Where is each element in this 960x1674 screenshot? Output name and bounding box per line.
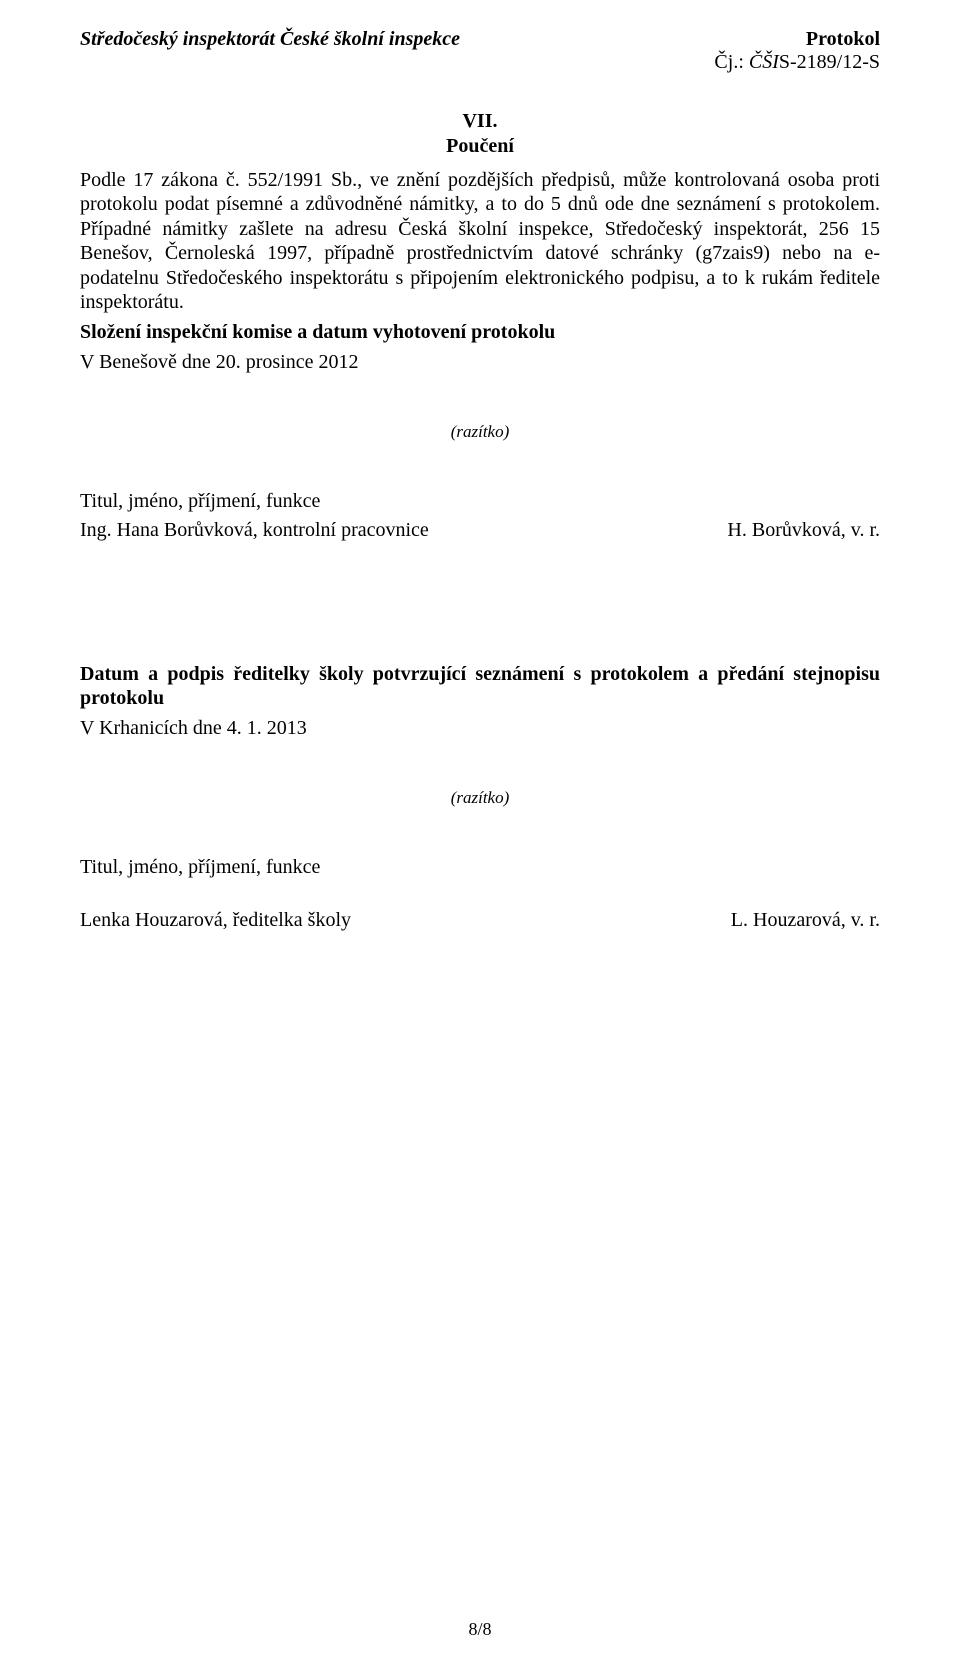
header-left: Středočeský inspektorát České školní ins… bbox=[80, 28, 460, 51]
header-reference: Čj.: ČŠIS-2189/12-S bbox=[714, 51, 880, 74]
razitko-1: (razítko) bbox=[80, 422, 880, 442]
header: Středočeský inspektorát České školní ins… bbox=[80, 28, 880, 74]
date-vyhotoveni: V Benešově dne 20. prosince 2012 bbox=[80, 351, 880, 374]
signatory-1-left: Ing. Hana Borůvková, kontrolní pracovnic… bbox=[80, 519, 429, 542]
signatory-1-right: H. Borůvková, v. r. bbox=[727, 519, 880, 542]
date-seznameni: V Krhanicích dne 4. 1. 2013 bbox=[80, 717, 880, 740]
razitko-2: (razítko) bbox=[80, 788, 880, 808]
signature-caption-1: Titul, jméno, příjmení, funkce bbox=[80, 490, 880, 513]
header-protokol: Protokol bbox=[714, 28, 880, 51]
spacer bbox=[80, 885, 880, 903]
signature-row-1: Ing. Hana Borůvková, kontrolní pracovnic… bbox=[80, 519, 880, 542]
spacer bbox=[80, 542, 880, 662]
heading-datum-podpis: Datum a podpis ředitelky školy potvrzují… bbox=[80, 662, 880, 711]
header-right: Protokol Čj.: ČŠIS-2189/12-S bbox=[714, 28, 880, 74]
signatory-2-right: L. Houzarová, v. r. bbox=[731, 909, 880, 932]
header-ref-suffix: S-2189/12-S bbox=[779, 51, 880, 73]
signature-row-2: Lenka Houzarová, ředitelka školy L. Houz… bbox=[80, 909, 880, 932]
section-title: Poučení bbox=[80, 135, 880, 158]
page-number: 8/8 bbox=[0, 1619, 960, 1640]
header-ref-italic: ČŠI bbox=[749, 51, 779, 73]
heading-slozeni-komise: Složení inspekční komise a datum vyhotov… bbox=[80, 320, 880, 344]
signature-caption-2: Titul, jméno, příjmení, funkce bbox=[80, 856, 880, 879]
document-page: Středočeský inspektorát České školní ins… bbox=[0, 0, 960, 1674]
header-ref-prefix: Čj.: bbox=[714, 51, 748, 73]
paragraph-pouceni: Podle 17 zákona č. 552/1991 Sb., ve zněn… bbox=[80, 168, 880, 314]
signatory-2-left: Lenka Houzarová, ředitelka školy bbox=[80, 909, 351, 932]
section-number: VII. bbox=[80, 110, 880, 133]
